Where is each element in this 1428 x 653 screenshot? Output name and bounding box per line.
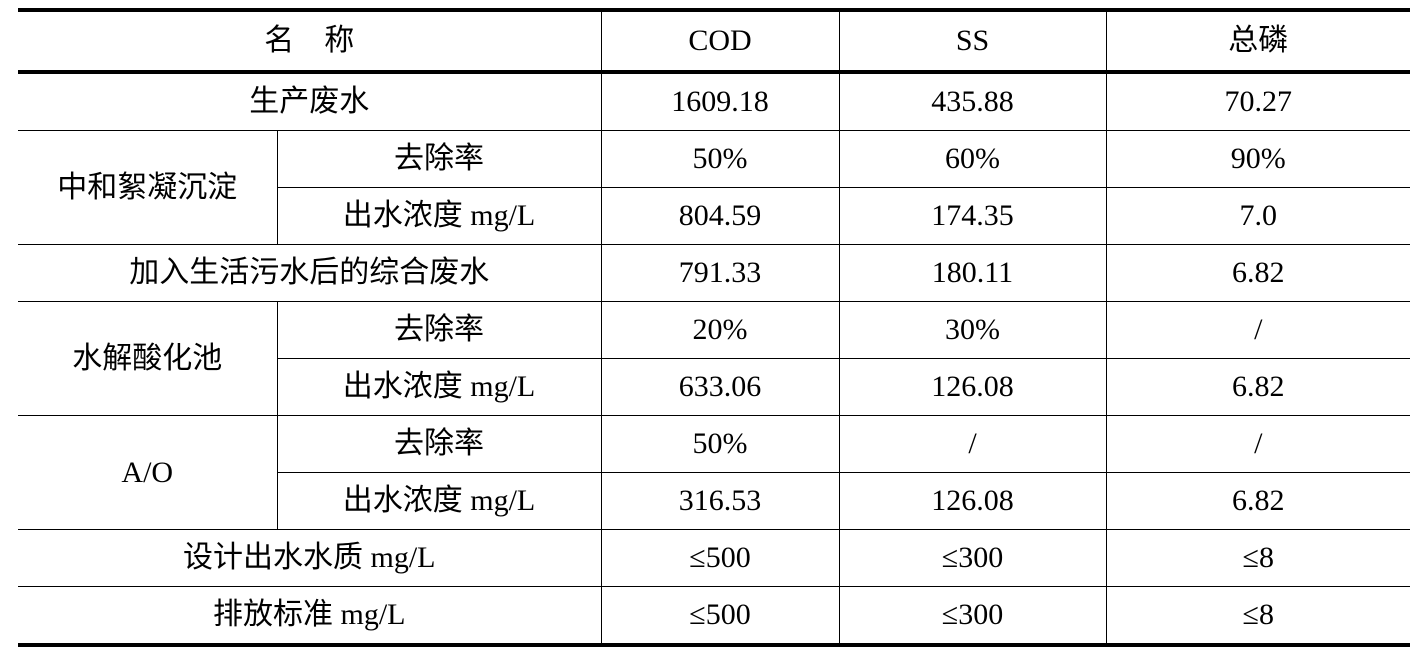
water-quality-table: 名 称 COD SS 总磷 生产废水 1609.18 435.88 70.27 …	[18, 8, 1410, 647]
cell-neutral-effluent-cod: 804.59	[600, 187, 840, 245]
cell-neutral-effluent-tp: 7.0	[1105, 187, 1410, 245]
sub-label-removal: 去除率	[276, 130, 602, 188]
header-name: 名 称	[18, 8, 602, 74]
header-ss: SS	[838, 8, 1107, 74]
cell-hydrolysis-removal-cod: 20%	[600, 301, 840, 359]
table-row: 排放标准 mg/L ≤500 ≤300 ≤8	[18, 586, 1410, 647]
header-tp: 总磷	[1105, 8, 1410, 74]
row-label-combined: 加入生活污水后的综合废水	[18, 244, 602, 302]
cell-hydrolysis-removal-ss: 30%	[838, 301, 1107, 359]
cell-standard-cod: ≤500	[600, 586, 840, 647]
cell-ao-effluent-cod: 316.53	[600, 472, 840, 530]
header-cod: COD	[600, 8, 840, 74]
cell-raw-tp: 70.27	[1105, 71, 1410, 131]
table-row: 出水浓度 mg/L 316.53 126.08 6.82	[18, 472, 1410, 530]
cell-raw-ss: 435.88	[838, 71, 1107, 131]
row-label-ao: A/O	[18, 415, 278, 530]
cell-ao-removal-ss: /	[838, 415, 1107, 473]
cell-neutral-removal-cod: 50%	[600, 130, 840, 188]
cell-standard-tp: ≤8	[1105, 586, 1410, 647]
cell-hydrolysis-effluent-cod: 633.06	[600, 358, 840, 416]
cell-design-tp: ≤8	[1105, 529, 1410, 587]
sub-label-effluent: 出水浓度 mg/L	[277, 472, 602, 530]
table-header-row: 名 称 COD SS 总磷	[18, 8, 1410, 74]
table-row: 水解酸化池 去除率 20% 30% /	[18, 301, 1410, 416]
cell-ao-removal-cod: 50%	[600, 415, 840, 473]
sub-label-effluent: 出水浓度 mg/L	[277, 187, 602, 245]
table-row: 生产废水 1609.18 435.88 70.27	[18, 71, 1410, 131]
cell-neutral-removal-ss: 60%	[838, 130, 1107, 188]
cell-design-ss: ≤300	[838, 529, 1107, 587]
table-row: 中和絮凝沉淀 去除率 50% 60% 90%	[18, 130, 1410, 245]
cell-hydrolysis-effluent-tp: 6.82	[1105, 358, 1410, 416]
cell-ao-effluent-ss: 126.08	[838, 472, 1107, 530]
sub-label-removal: 去除率	[276, 415, 602, 473]
cell-hydrolysis-effluent-ss: 126.08	[838, 358, 1107, 416]
cell-neutral-removal-tp: 90%	[1105, 130, 1410, 188]
table-row: 出水浓度 mg/L 633.06 126.08 6.82	[18, 358, 1410, 416]
table-row: 设计出水水质 mg/L ≤500 ≤300 ≤8	[18, 529, 1410, 587]
cell-combined-cod: 791.33	[600, 244, 840, 302]
table-row: 出水浓度 mg/L 804.59 174.35 7.0	[18, 187, 1410, 245]
row-label-design: 设计出水水质 mg/L	[18, 529, 602, 587]
cell-ao-removal-tp: /	[1105, 415, 1410, 473]
row-label-raw: 生产废水	[18, 71, 602, 131]
cell-design-cod: ≤500	[600, 529, 840, 587]
cell-neutral-effluent-ss: 174.35	[838, 187, 1107, 245]
table-row: A/O 去除率 50% / /	[18, 415, 1410, 530]
cell-hydrolysis-removal-tp: /	[1105, 301, 1410, 359]
cell-raw-cod: 1609.18	[600, 71, 840, 131]
cell-combined-ss: 180.11	[838, 244, 1107, 302]
sub-label-effluent: 出水浓度 mg/L	[277, 358, 602, 416]
table-row: 加入生活污水后的综合废水 791.33 180.11 6.82	[18, 244, 1410, 302]
cell-standard-ss: ≤300	[838, 586, 1107, 647]
row-label-hydrolysis: 水解酸化池	[18, 301, 278, 416]
row-label-neutral: 中和絮凝沉淀	[18, 130, 278, 245]
cell-combined-tp: 6.82	[1105, 244, 1410, 302]
row-label-standard: 排放标准 mg/L	[18, 586, 602, 647]
cell-ao-effluent-tp: 6.82	[1105, 472, 1410, 530]
sub-label-removal: 去除率	[276, 301, 602, 359]
